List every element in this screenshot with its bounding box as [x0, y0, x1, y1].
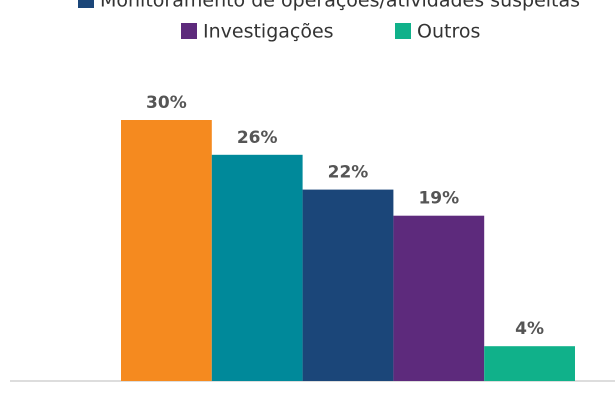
legend-label: Investigações	[203, 21, 334, 43]
row-value: 18%	[421, 397, 457, 400]
bar	[121, 120, 212, 381]
legend-swatch	[181, 23, 197, 39]
legend-label: Monitoramento de operações/atividades su…	[100, 0, 580, 12]
row-value: 25%	[330, 397, 366, 400]
row-label: 2019	[26, 397, 71, 400]
bar	[211, 154, 303, 381]
bar	[302, 189, 394, 381]
row-value: 8%	[517, 397, 542, 400]
row-value: 21%	[239, 397, 275, 400]
data-label: 30%	[146, 93, 187, 113]
bar	[393, 215, 485, 381]
legend-swatch	[78, 0, 94, 8]
legend-swatch	[395, 23, 411, 39]
data-label: 19%	[418, 189, 459, 209]
legend-label: Outros	[417, 21, 480, 43]
data-label: 22%	[328, 163, 369, 183]
data-label: 26%	[237, 128, 278, 148]
bar	[484, 346, 575, 381]
data-label: 4%	[515, 319, 544, 339]
row-value: 29%	[149, 397, 185, 400]
